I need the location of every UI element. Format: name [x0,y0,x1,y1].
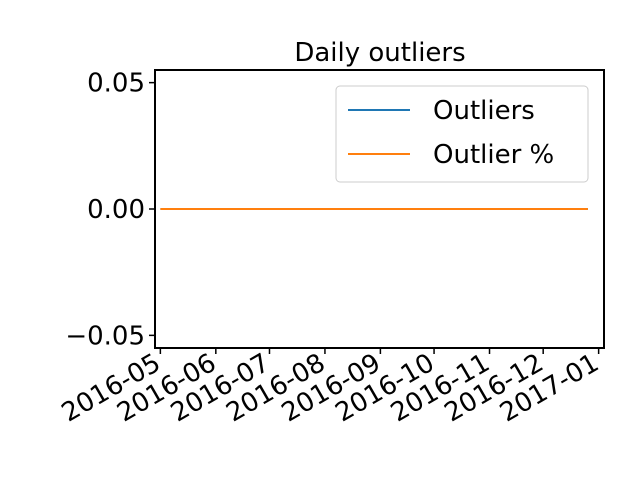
legend-label: Outliers [433,96,535,126]
y-tick-label: −0.05 [65,321,145,351]
legend: Outliers Outlier % [335,85,589,183]
y-tick-label: 0.00 [87,195,145,225]
legend-label: Outlier % [433,140,554,170]
chart-title: Daily outliers [294,38,465,68]
y-tick-label: 0.05 [87,69,145,99]
y-axis: 0.05 0.00 −0.05 [65,69,155,351]
